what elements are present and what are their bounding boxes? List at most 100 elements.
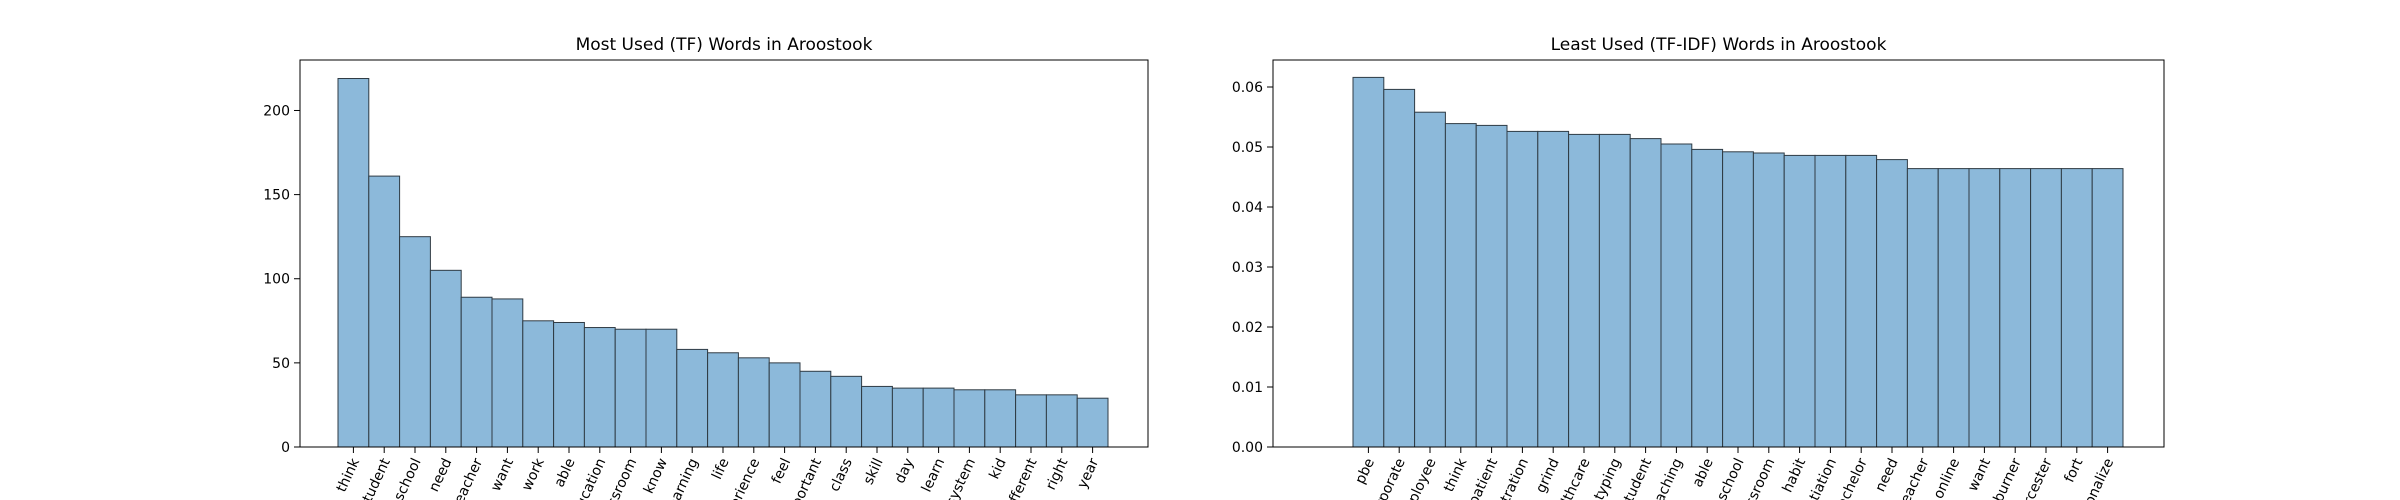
bar-teacher <box>1906 168 1939 448</box>
chart-most-used-tf: Most Used (TF) Words in Aroostook 0 50 100… <box>263 35 1149 500</box>
chart-least-used-tfidf: Least Used (TF-IDF) Words in Aroostook 0… <box>1232 35 2165 500</box>
bar-healthcare <box>1568 133 1600 448</box>
plot-area-frame <box>1272 59 2165 448</box>
x-tick-label: fort <box>2061 455 2086 485</box>
bar-teaching <box>1660 143 1693 448</box>
x-tick-label: work <box>519 455 548 493</box>
x-tick-label: think <box>1441 455 1471 495</box>
x-tick-label: able <box>551 456 578 490</box>
x-tick-label: day <box>892 456 917 486</box>
x-tick-label: learn <box>919 456 948 495</box>
bar-work <box>522 320 555 448</box>
bar-school <box>1722 151 1754 448</box>
bar-need <box>429 269 462 448</box>
x-tick-label: think <box>334 455 364 495</box>
bar-teacher <box>460 296 493 448</box>
bar-habit <box>1783 154 1816 448</box>
bar-grind <box>1537 130 1570 448</box>
x-tick-label: pbe <box>1352 456 1378 487</box>
y-tick-label: 150 <box>263 188 290 204</box>
bar-learn <box>922 387 955 448</box>
x-tick-label: need <box>426 456 455 494</box>
bar-right <box>1045 394 1078 448</box>
x-tick-label: want <box>488 455 517 493</box>
bar-classroom <box>1752 152 1785 448</box>
y-tick-label: 0.04 <box>1232 200 1263 216</box>
x-tick-label: system <box>943 456 979 500</box>
x-tick-label: student <box>1618 455 1655 500</box>
bar-kid <box>984 389 1017 448</box>
x-tick-label: right <box>1043 455 1072 492</box>
bar-system <box>953 389 986 448</box>
bar-think <box>337 78 370 448</box>
bar-able <box>1691 148 1724 448</box>
x-tick-label: life <box>709 456 733 482</box>
y-tick-label: 200 <box>263 103 290 119</box>
bar-online <box>1937 168 1970 448</box>
x-tick-label: habit <box>1780 455 1810 495</box>
y-axis: 0 50 100 150 200 <box>263 103 300 456</box>
chart-title: Least Used (TF-IDF) Words in Aroostook <box>1551 35 1887 55</box>
bar-education <box>583 327 616 448</box>
bar-want <box>1968 168 2001 448</box>
bar-day <box>891 387 924 448</box>
y-tick-label: 0.06 <box>1232 80 1263 96</box>
x-tick-label: need <box>1872 456 1901 494</box>
bar-student <box>1629 138 1662 448</box>
bar-burner <box>1999 168 2032 448</box>
bar-skill <box>861 385 893 448</box>
bar-class <box>830 375 863 448</box>
y-tick-label: 0.02 <box>1232 320 1263 336</box>
bar-learning <box>676 348 709 448</box>
bar-typing <box>1598 133 1631 448</box>
bar-personalize <box>2091 168 2124 448</box>
y-tick-label: 0.05 <box>1232 140 1263 156</box>
y-axis: 0.00 0.01 0.02 0.03 0.04 0.05 0.06 <box>1232 80 1273 456</box>
bar-group <box>1352 76 2124 448</box>
x-tick-label: burner <box>1991 456 2025 500</box>
bar-different <box>1015 394 1047 448</box>
bar-bachelor <box>1845 154 1878 448</box>
x-tick-label: student <box>357 455 394 500</box>
bar-student <box>368 175 401 448</box>
x-tick-label: know <box>641 456 671 496</box>
x-tick-label: class <box>827 456 856 494</box>
bar-patient <box>1475 124 1508 448</box>
y-tick-label: 100 <box>263 272 290 288</box>
x-tick-label: kid <box>986 456 1009 482</box>
y-tick-label: 0.03 <box>1232 260 1263 276</box>
bar-fort <box>2060 168 2093 448</box>
bar-think <box>1444 123 1477 448</box>
y-tick-label: 0 <box>281 440 290 456</box>
bar-worcester <box>2030 168 2062 448</box>
bar-year <box>1076 397 1109 448</box>
bar-experience <box>737 357 770 448</box>
x-tick-label: skill <box>861 456 887 487</box>
bar-important <box>799 370 832 448</box>
y-tick-label: 0.00 <box>1232 440 1263 456</box>
x-tick-label: grind <box>1533 456 1563 496</box>
bar-pbe <box>1352 76 1385 448</box>
bar-employee <box>1414 111 1446 448</box>
chart-title: Most Used (TF) Words in Aroostook <box>576 35 873 55</box>
x-tick-label: school <box>1714 456 1747 500</box>
bar-feel <box>768 362 801 448</box>
x-tick-label: patient <box>1466 455 1502 500</box>
plot-area-frame <box>299 59 1149 448</box>
y-tick-label: 0.01 <box>1232 380 1263 396</box>
bar-able <box>553 321 585 448</box>
bar-want <box>491 298 524 448</box>
x-tick-label: typing <box>1591 456 1624 500</box>
bar-know <box>645 328 678 448</box>
bar-life <box>707 352 739 448</box>
bar-substantiation <box>1814 154 1847 448</box>
x-tick-label: year <box>1075 456 1103 491</box>
bar-group <box>337 78 1109 448</box>
x-tick-label: school <box>391 456 424 500</box>
x-tick-label: able <box>1690 456 1717 490</box>
bar-classroom <box>614 328 647 448</box>
bar-need <box>1876 159 1908 448</box>
